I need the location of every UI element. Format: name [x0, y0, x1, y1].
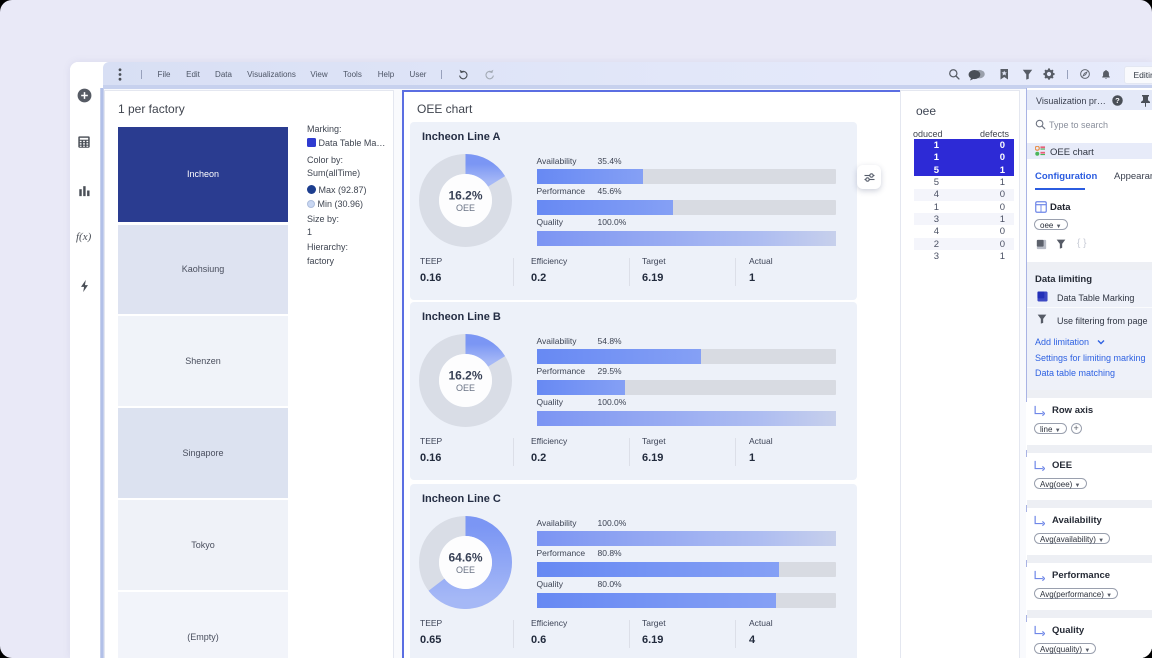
svg-text:16.2%: 16.2%: [448, 369, 482, 383]
svg-text:64.6%: 64.6%: [448, 551, 482, 565]
svg-text:OEE: OEE: [456, 383, 475, 393]
svg-text:?: ?: [1115, 96, 1120, 105]
svg-text:OEE: OEE: [456, 565, 475, 575]
svg-text:16.2%: 16.2%: [448, 189, 482, 203]
svg-text:OEE: OEE: [456, 203, 475, 213]
